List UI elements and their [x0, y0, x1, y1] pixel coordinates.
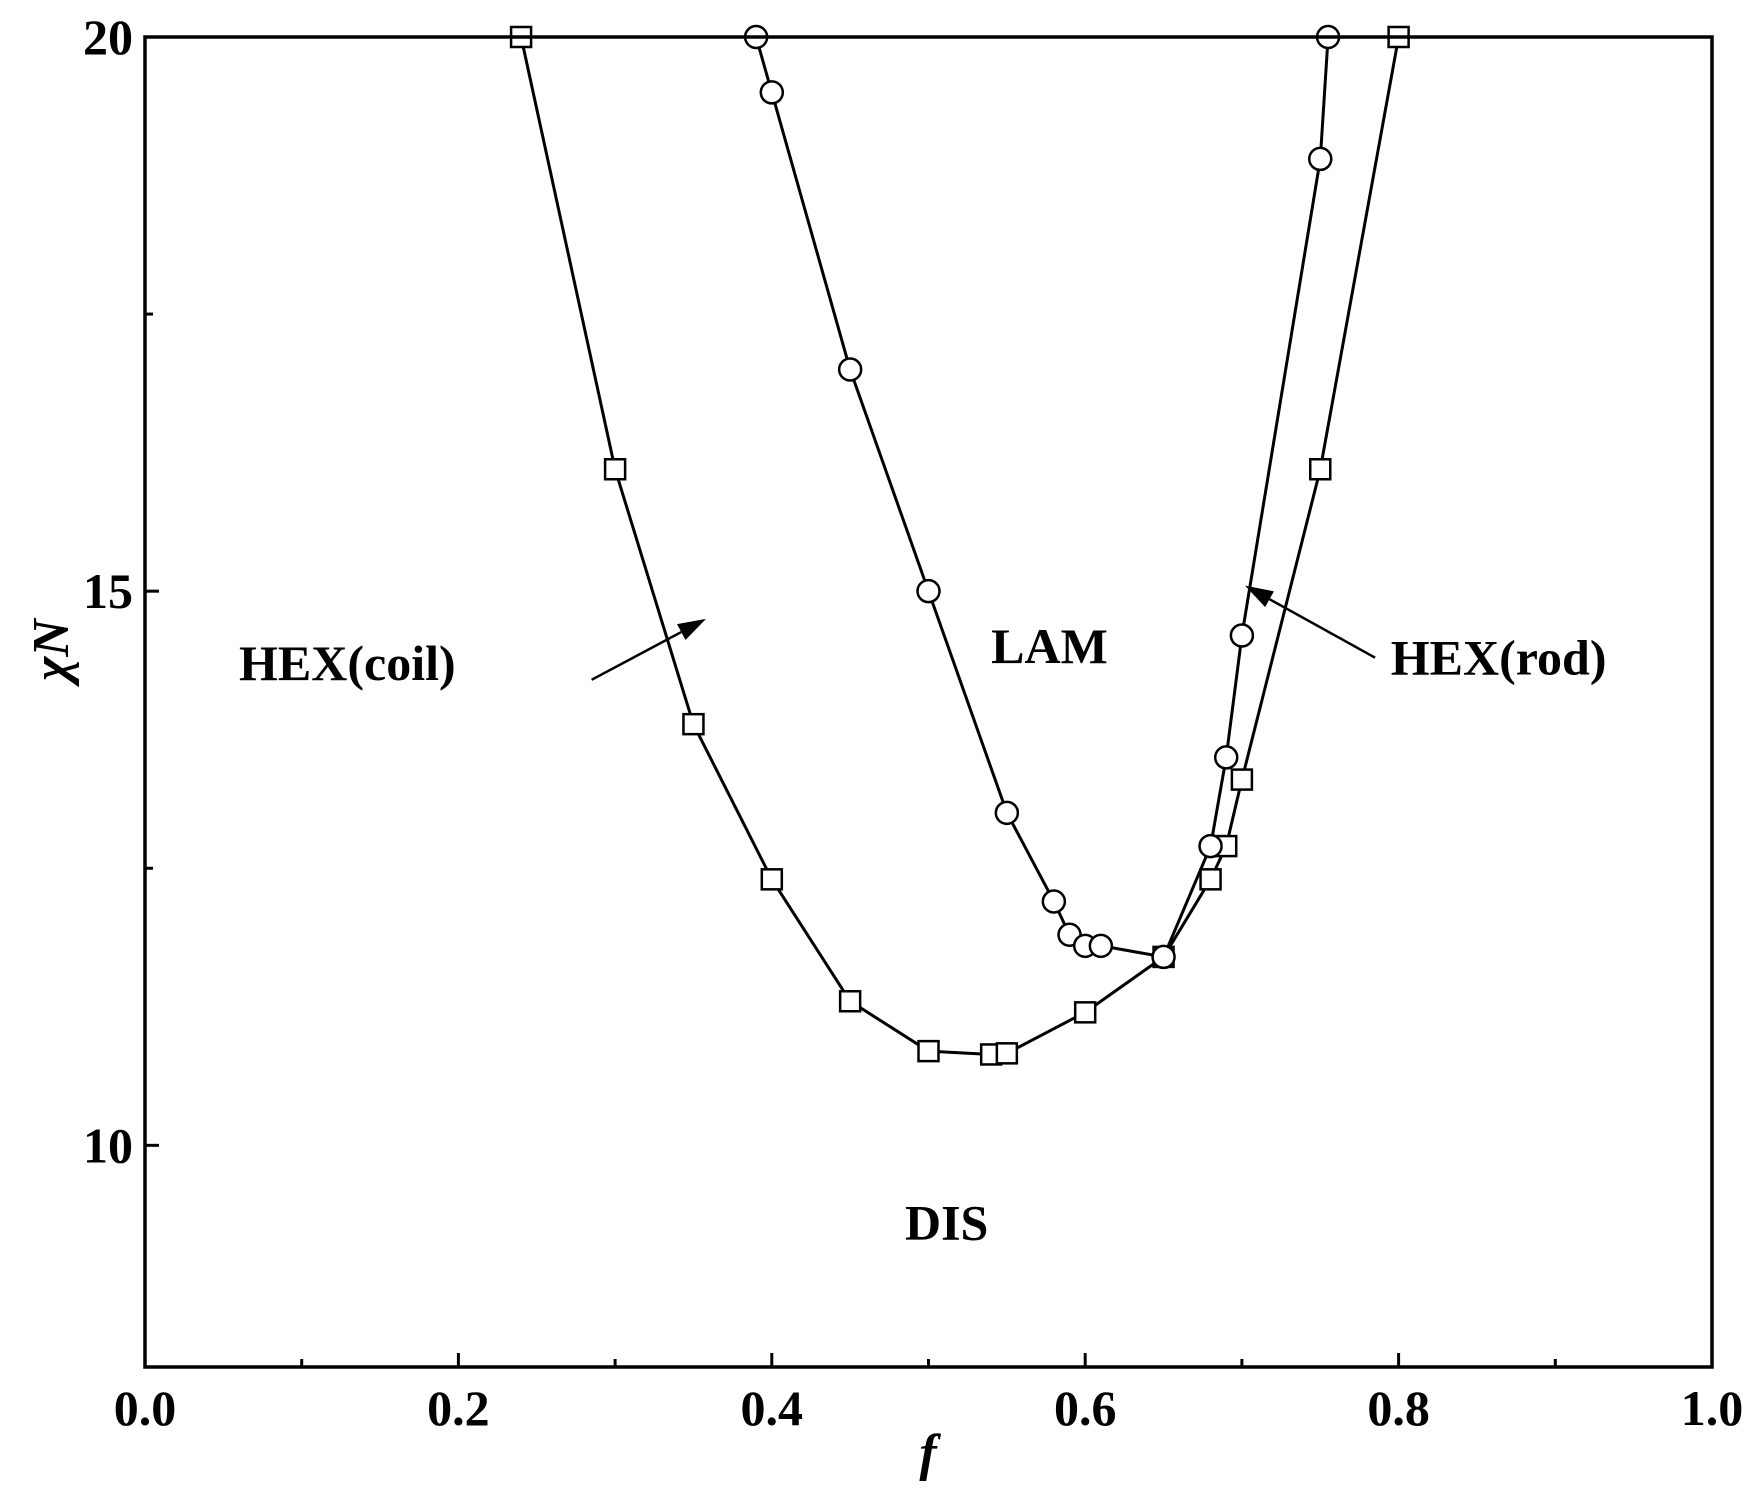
series-line-square	[519, 36, 1401, 1057]
x-tick-label: 0.4	[741, 1380, 804, 1436]
y-tick-label: 20	[83, 9, 133, 65]
y-tick-label: 15	[83, 563, 133, 619]
x-tick-label: 0.8	[1367, 1380, 1430, 1436]
data-point-square	[838, 990, 862, 1013]
arrow-shaft	[1268, 598, 1376, 659]
data-point-square	[682, 712, 705, 736]
data-point-circle	[1308, 146, 1333, 172]
data-point-circle	[916, 578, 941, 604]
region-label: LAM	[991, 618, 1108, 674]
data-point-circle	[1041, 889, 1067, 914]
plot-frame	[143, 35, 1714, 1369]
region-label: HEX(coil)	[239, 635, 456, 691]
data-point-square	[1230, 768, 1254, 791]
annotation-layer: HEX(coil) LAM HEX(rod) DIS	[239, 585, 1607, 1251]
data-point-square	[603, 458, 627, 481]
data-point-square	[917, 1039, 940, 1063]
data-point-square	[995, 1042, 1019, 1065]
x-axis-label: f	[919, 1425, 941, 1482]
x-tick-label: 0.0	[114, 1380, 177, 1436]
arrow-head	[677, 618, 706, 640]
data-point-circle	[1198, 833, 1223, 859]
arrow-shaft	[591, 630, 682, 681]
x-tick-label: 1.0	[1681, 1380, 1744, 1436]
data-point-square	[1073, 1001, 1097, 1024]
series-line-circle	[754, 36, 1330, 959]
x-tick-label: 0.2	[427, 1380, 490, 1436]
data-point-circle	[994, 800, 1020, 826]
data-point-circle	[1088, 933, 1114, 959]
x-tick-label: 0.6	[1054, 1380, 1117, 1436]
tick-layer: 0.0 0.2 0.4 0.6 0.8 1.0 10 15 20	[83, 9, 1743, 1436]
series-layer	[509, 24, 1410, 1066]
y-tick-label: 10	[83, 1117, 133, 1173]
data-point-square	[760, 868, 784, 891]
data-point-square	[1199, 868, 1222, 891]
data-point-square	[1309, 458, 1332, 481]
region-label: DIS	[905, 1195, 988, 1251]
arrow-head	[1245, 585, 1274, 608]
region-label: HEX(rod)	[1391, 629, 1607, 685]
data-point-circle	[1151, 944, 1176, 970]
data-point-circle	[837, 357, 863, 382]
data-point-circle	[1229, 623, 1255, 648]
y-axis-label: χN	[23, 617, 80, 687]
data-point-circle	[759, 80, 785, 105]
data-point-circle	[1213, 745, 1239, 770]
